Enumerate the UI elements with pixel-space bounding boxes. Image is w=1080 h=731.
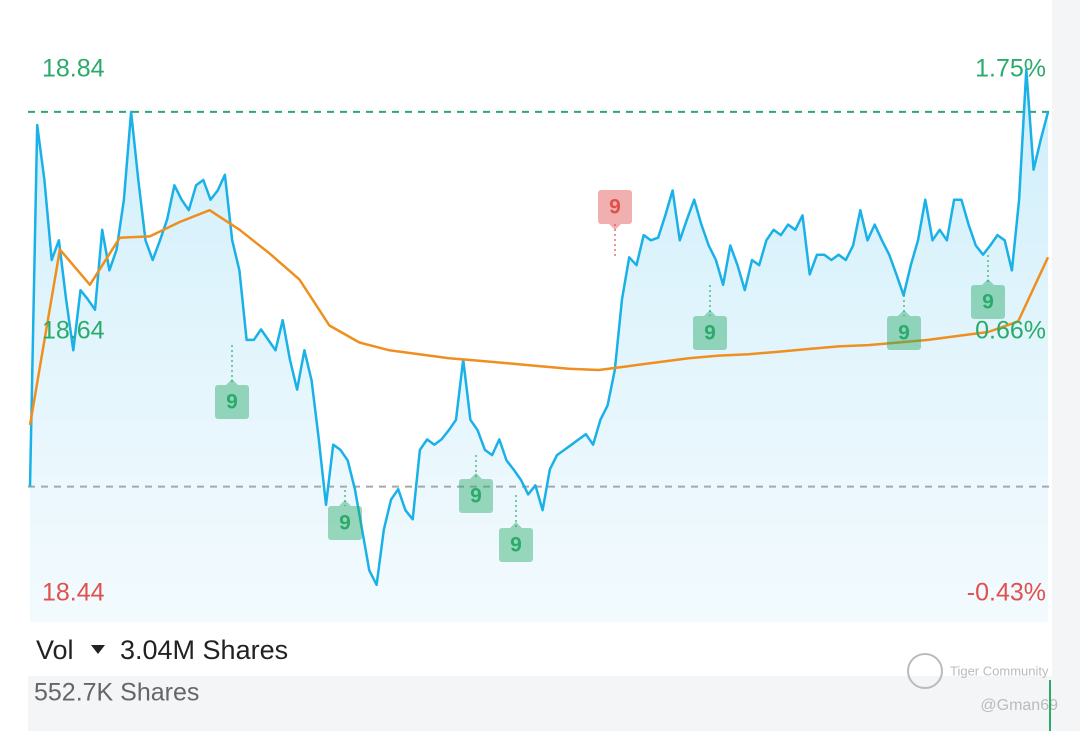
signal-box — [693, 316, 727, 350]
price-line — [28, 68, 1050, 587]
signal-marker: 9 — [971, 255, 1005, 319]
signal-label: 9 — [704, 322, 716, 345]
labels: 18.44 18.64 18.84 -0.43% 0.66% 1.75% 9 9 9 9 9 9 9 9 — [42, 55, 1046, 607]
signal-marker: 9 — [215, 345, 249, 419]
left-margin — [0, 0, 28, 731]
y2-tick-label: 1.75% — [975, 55, 1046, 83]
y-tick-label: 18.44 — [42, 579, 105, 607]
signal-pointer — [898, 310, 910, 316]
price-area — [30, 70, 1048, 622]
y2-tick-label: -0.43% — [967, 579, 1046, 607]
signal-label: 9 — [898, 322, 910, 345]
dropdown-arrow[interactable] — [91, 645, 105, 654]
signal-box — [887, 316, 921, 350]
signal-label: 9 — [982, 291, 994, 314]
watermark: Tiger Community — [950, 663, 1049, 678]
signal-marker: 9 — [598, 190, 632, 258]
last-volume: 552.7K Shares — [34, 679, 199, 707]
signal-pointer — [982, 279, 994, 285]
signal-box — [328, 506, 362, 540]
signal-marker: 9 — [887, 295, 921, 350]
signal-label: 9 — [339, 512, 351, 535]
y-tick-label: 18.84 — [42, 55, 105, 83]
signal-pointer — [510, 522, 522, 528]
volume-header — [0, 622, 1052, 676]
signal-marker: 9 — [328, 490, 362, 540]
signal-marker: 9 — [499, 495, 533, 562]
signal-pointer — [226, 379, 238, 385]
total-volume: 3.04M Shares — [120, 635, 288, 665]
watermark-logo — [907, 653, 943, 689]
author: @Gman69 — [980, 697, 1058, 714]
signal-marker: 9 — [459, 455, 493, 513]
y2-tick-label: 0.66% — [975, 317, 1046, 345]
signal-box — [971, 285, 1005, 319]
signal-box — [215, 385, 249, 419]
signal-marker: 9 — [693, 285, 727, 350]
signal-label: 9 — [609, 196, 621, 219]
signal-box — [459, 479, 493, 513]
average-line — [28, 208, 1050, 426]
signal-pointer — [339, 500, 351, 506]
signal-label: 9 — [226, 391, 238, 414]
signal-label: 9 — [510, 534, 522, 557]
indicator-name[interactable]: Vol — [36, 635, 74, 665]
signal-pointer — [609, 224, 621, 230]
signal-label: 9 — [470, 485, 482, 508]
signal-pointer — [704, 310, 716, 316]
signal-box — [499, 528, 533, 562]
signal-box — [598, 190, 632, 224]
signal-pointer — [470, 473, 482, 479]
y-tick-label: 18.64 — [42, 317, 105, 345]
plot — [28, 68, 1052, 622]
